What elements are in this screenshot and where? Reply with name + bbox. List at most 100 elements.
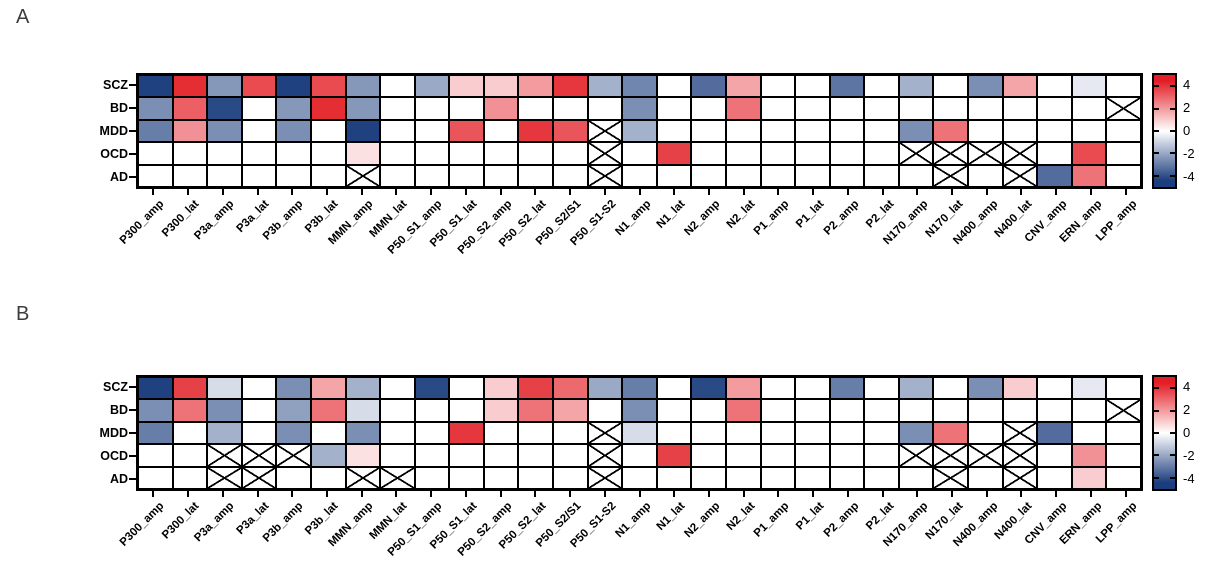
heatmap-cell — [864, 399, 899, 422]
heatmap-cell — [172, 399, 208, 422]
heatmap-cell — [553, 97, 588, 120]
heatmap-cell — [380, 399, 415, 422]
column-label-n2-lat: N2_lat — [724, 500, 758, 533]
heatmap-cell — [587, 377, 623, 400]
column-label-p2-lat: P2_lat — [863, 500, 897, 533]
x-axis-tick — [603, 491, 606, 497]
colorbar-tick-label: -2 — [1183, 448, 1195, 464]
x-axis-tick — [916, 189, 919, 195]
heatmap-cell — [795, 466, 830, 489]
heatmap-cell — [1037, 119, 1072, 143]
panel-a: A SCZ BD MDD OCD AD P300_amp P300_lat P3a_amp P3… — [16, 6, 1195, 257]
heatmap-cell — [795, 119, 830, 143]
x-axis-tick — [846, 491, 849, 497]
heatmap-cell-excluded — [345, 164, 381, 187]
row-label-ocd: OCD — [100, 147, 128, 162]
x-axis-tick — [812, 491, 815, 497]
heatmap-cell — [483, 377, 519, 400]
heatmap-cell — [864, 377, 899, 400]
colorbar-tick — [1170, 432, 1175, 434]
colorbar-tick — [1170, 387, 1175, 390]
heatmap-cell — [725, 142, 761, 165]
heatmap-cell — [725, 164, 761, 187]
colorbar-tick — [1170, 130, 1175, 132]
heatmap-cell — [518, 142, 554, 165]
colorbar-tick-label: 4 — [1183, 378, 1191, 394]
heatmap-cell — [414, 97, 450, 120]
heatmap-cell — [276, 75, 311, 98]
heatmap-cell — [380, 97, 415, 120]
x-axis-tick — [881, 189, 884, 195]
heatmap-cell — [656, 164, 692, 187]
heatmap-cell-excluded — [587, 164, 623, 187]
heatmap-cell — [829, 444, 865, 467]
colorbar-tick-label: 2 — [1183, 401, 1191, 417]
heatmap-cell — [345, 97, 381, 120]
heatmap-cell — [864, 142, 899, 165]
heatmap-cell — [968, 399, 1003, 422]
heatmap-cell — [968, 164, 1003, 187]
colorbar-tick — [1154, 432, 1159, 434]
heatmap-cell-excluded — [587, 142, 623, 165]
heatmap-cell-excluded — [345, 466, 381, 489]
y-axis-tick — [129, 83, 136, 86]
heatmap-cell — [725, 119, 761, 143]
heatmap-cell — [864, 75, 899, 98]
colorbar-tick — [1154, 454, 1159, 457]
heatmap-cell — [172, 119, 208, 143]
colorbar-tick — [1170, 409, 1175, 412]
heatmap-cell — [483, 444, 519, 467]
heatmap-cell — [345, 119, 381, 143]
heatmap-cell — [310, 377, 346, 400]
heatmap-cell — [138, 164, 173, 187]
heatmap-cell — [1071, 466, 1107, 489]
heatmap-cell — [933, 97, 969, 120]
heatmap-cell — [276, 97, 311, 120]
heatmap-cell-excluded — [587, 466, 623, 489]
column-label-p300-amp: P300_amp — [118, 500, 167, 549]
heatmap-cell — [276, 466, 311, 489]
heatmap-cell — [241, 164, 277, 187]
heatmap-cell — [276, 142, 311, 165]
heatmap-cell-excluded — [968, 142, 1003, 165]
colorbar-tick-label: -4 — [1183, 169, 1195, 185]
heatmap-cell — [449, 142, 484, 165]
x-axis-tick — [846, 189, 849, 195]
heatmap-cell — [172, 97, 208, 120]
heatmap-cell-excluded — [1002, 421, 1038, 445]
heatmap-cell-excluded — [587, 119, 623, 143]
row-label-bd: BD — [109, 100, 128, 115]
heatmap-cell — [656, 97, 692, 120]
heatmap-cell — [1071, 75, 1107, 98]
colorbar-tick — [1170, 85, 1175, 88]
x-axis-tick — [430, 189, 433, 195]
heatmap-cell — [691, 75, 726, 98]
heatmap-cell — [207, 142, 242, 165]
heatmap-cell — [898, 97, 934, 120]
heatmap-cell — [1071, 377, 1107, 400]
colorbar-tick-label: -4 — [1183, 471, 1195, 487]
heatmap-cell — [725, 399, 761, 422]
heatmap-cell — [898, 75, 934, 98]
x-axis-tick — [325, 491, 328, 497]
heatmap-cell — [1071, 444, 1107, 467]
row-label-ad: AD — [109, 472, 128, 487]
x-axis-tick — [916, 491, 919, 497]
heatmap-cell-excluded — [1002, 444, 1038, 467]
heatmap-cell — [760, 399, 796, 422]
heatmap-cell-excluded — [968, 444, 1003, 467]
heatmap-cell — [1037, 142, 1072, 165]
x-axis-tick — [1055, 491, 1058, 497]
heatmap-cell — [656, 142, 692, 165]
y-axis-tick — [129, 130, 136, 132]
heatmap-cell — [933, 399, 969, 422]
x-axis-tick — [707, 491, 710, 497]
heatmap-cell — [138, 142, 173, 165]
heatmap-cell — [795, 444, 830, 467]
x-axis-tick — [499, 189, 502, 195]
heatmap-cell — [207, 97, 242, 120]
heatmap-cell — [553, 119, 588, 143]
heatmap-cell — [968, 97, 1003, 120]
heatmap-cell — [241, 75, 277, 98]
y-axis-tick — [129, 176, 136, 179]
